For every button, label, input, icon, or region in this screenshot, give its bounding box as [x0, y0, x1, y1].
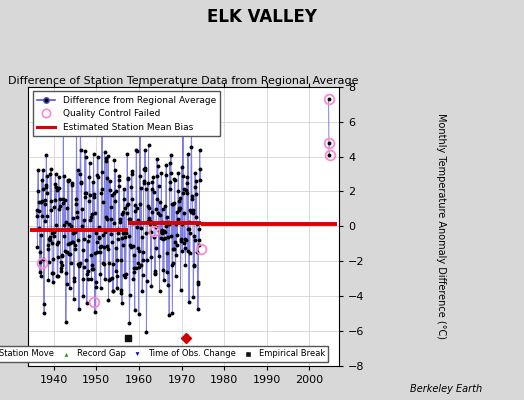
Y-axis label: Monthly Temperature Anomaly Difference (°C): Monthly Temperature Anomaly Difference (…	[436, 113, 446, 339]
Legend: Station Move, Record Gap, Time of Obs. Change, Empirical Break: Station Move, Record Gap, Time of Obs. C…	[0, 346, 328, 362]
Text: Berkeley Earth: Berkeley Earth	[410, 384, 482, 394]
Text: ELK VALLEY: ELK VALLEY	[207, 8, 317, 26]
Title: Difference of Station Temperature Data from Regional Average: Difference of Station Temperature Data f…	[8, 76, 359, 86]
